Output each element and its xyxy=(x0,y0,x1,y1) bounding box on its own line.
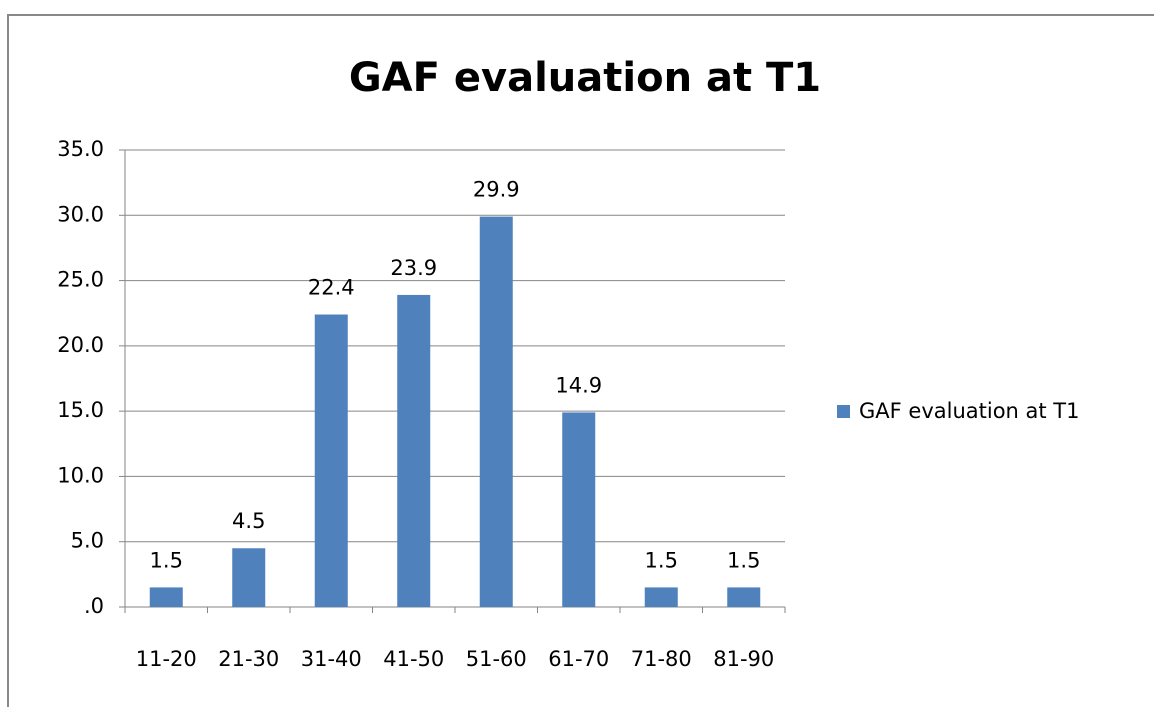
data-label: 1.5 xyxy=(727,548,760,572)
bar xyxy=(644,587,678,607)
x-tick-label: 51-60 xyxy=(466,647,527,671)
y-tick-label: 15.0 xyxy=(57,398,104,422)
y-tick-label: 30.0 xyxy=(57,202,104,226)
x-tick-label: 21-30 xyxy=(218,647,279,671)
bar xyxy=(314,314,348,607)
y-tick-label: .0 xyxy=(84,594,104,618)
legend-label: GAF evaluation at T1 xyxy=(859,399,1080,423)
bar xyxy=(727,587,761,607)
bar xyxy=(562,412,596,607)
y-tick-label: 25.0 xyxy=(57,268,104,292)
chart-frame xyxy=(7,14,1154,707)
data-label: 14.9 xyxy=(555,373,602,397)
data-label: 1.5 xyxy=(150,548,183,572)
y-tick-label: 10.0 xyxy=(57,463,104,487)
legend-swatch xyxy=(837,405,850,418)
bar xyxy=(479,216,513,607)
x-tick-label: 71-80 xyxy=(631,647,692,671)
data-label: 1.5 xyxy=(645,548,678,572)
data-label: 4.5 xyxy=(232,509,265,533)
bar xyxy=(149,587,183,607)
bar xyxy=(397,294,431,607)
y-tick-label: 20.0 xyxy=(57,333,104,357)
x-tick-label: 81-90 xyxy=(713,647,774,671)
data-label: 22.4 xyxy=(308,276,355,300)
y-tick-label: 35.0 xyxy=(57,137,104,161)
x-tick-label: 41-50 xyxy=(383,647,444,671)
data-label: 23.9 xyxy=(390,256,437,280)
data-label: 29.9 xyxy=(473,178,520,202)
x-tick-label: 31-40 xyxy=(301,647,362,671)
chart-title: GAF evaluation at T1 xyxy=(349,55,821,101)
x-tick-label: 61-70 xyxy=(548,647,609,671)
y-tick-label: 5.0 xyxy=(71,529,104,553)
bar xyxy=(232,548,266,607)
x-tick-label: 11-20 xyxy=(136,647,197,671)
